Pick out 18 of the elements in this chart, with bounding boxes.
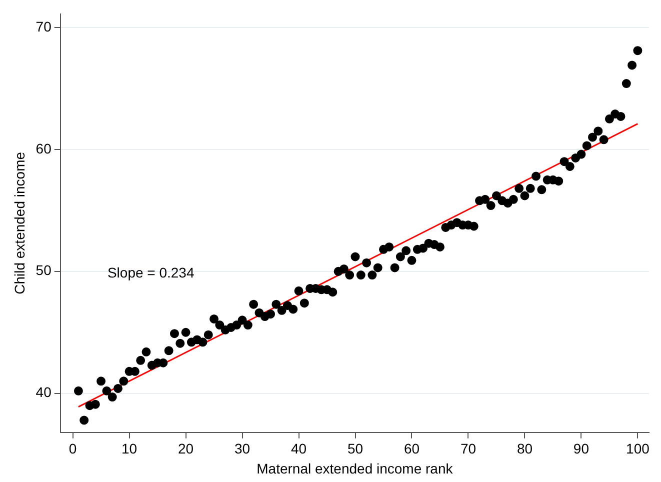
x-tick-label: 30 xyxy=(234,440,250,457)
x-tick-label: 90 xyxy=(573,440,590,457)
x-tick-label: 70 xyxy=(460,440,476,457)
x-tick-label: 40 xyxy=(290,440,307,457)
x-tick-label: 0 xyxy=(68,440,77,457)
annotation: Slope = 0.234 xyxy=(107,264,194,280)
y-tick-label: 70 xyxy=(36,18,52,34)
x-tick-label: 60 xyxy=(404,440,420,457)
x-tick-label: 50 xyxy=(347,440,364,457)
y-tick-label: 40 xyxy=(36,384,52,400)
y-axis-title: Child extended income xyxy=(11,152,28,294)
x-tick-label: 100 xyxy=(626,440,650,457)
x-tick-label: 80 xyxy=(516,440,533,457)
x-axis-title: Maternal extended income rank xyxy=(256,460,454,476)
y-tick-label: 60 xyxy=(36,140,52,156)
y-tick-label: 50 xyxy=(36,262,52,278)
x-tick-label: 20 xyxy=(178,440,194,457)
x-tick-label: 10 xyxy=(122,440,138,457)
